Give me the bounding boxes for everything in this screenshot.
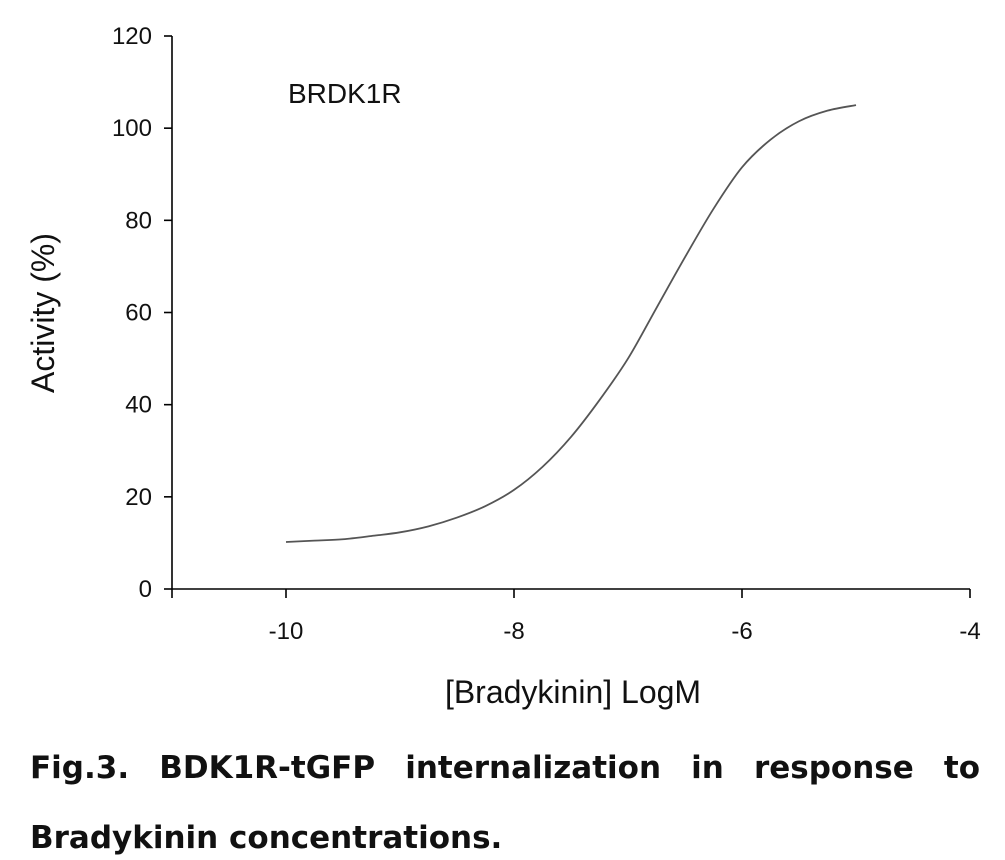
- dose-response-curve: [285, 104, 857, 543]
- x-tick-label: -8: [503, 618, 524, 645]
- y-tick-label: 20: [125, 484, 152, 511]
- figure-caption-line-2: Bradykinin concentrations.: [30, 820, 503, 856]
- x-axis-title: [Bradykinin] LogM: [445, 674, 701, 710]
- dose-response-chart: 0 20 40 60 80 100 120 -10 -8 -6 -4 BRDK1R [Bradyki…: [25, 23, 981, 710]
- y-tick-label: 40: [125, 392, 152, 419]
- y-tick-label: 60: [125, 300, 152, 327]
- chart-axes: [171, 36, 970, 590]
- y-tick-label: 80: [125, 207, 152, 234]
- y-tick-label: 100: [112, 115, 152, 142]
- chart-ticks: 0 20 40 60 80 100 120 -10 -8 -6 -4: [112, 23, 981, 645]
- x-tick-label: -4: [959, 618, 980, 645]
- x-tick-label: -6: [731, 618, 752, 645]
- y-tick-label: 120: [112, 23, 152, 50]
- chart-series: [285, 104, 857, 543]
- y-tick-label: 0: [139, 576, 152, 603]
- figure-caption-line-1: Fig.3. BDK1R-tGFP internalization in res…: [30, 750, 980, 786]
- y-axis-title: Activity (%): [25, 233, 61, 393]
- x-tick-label: -10: [269, 618, 304, 645]
- chart-annotation-label: BRDK1R: [288, 78, 402, 109]
